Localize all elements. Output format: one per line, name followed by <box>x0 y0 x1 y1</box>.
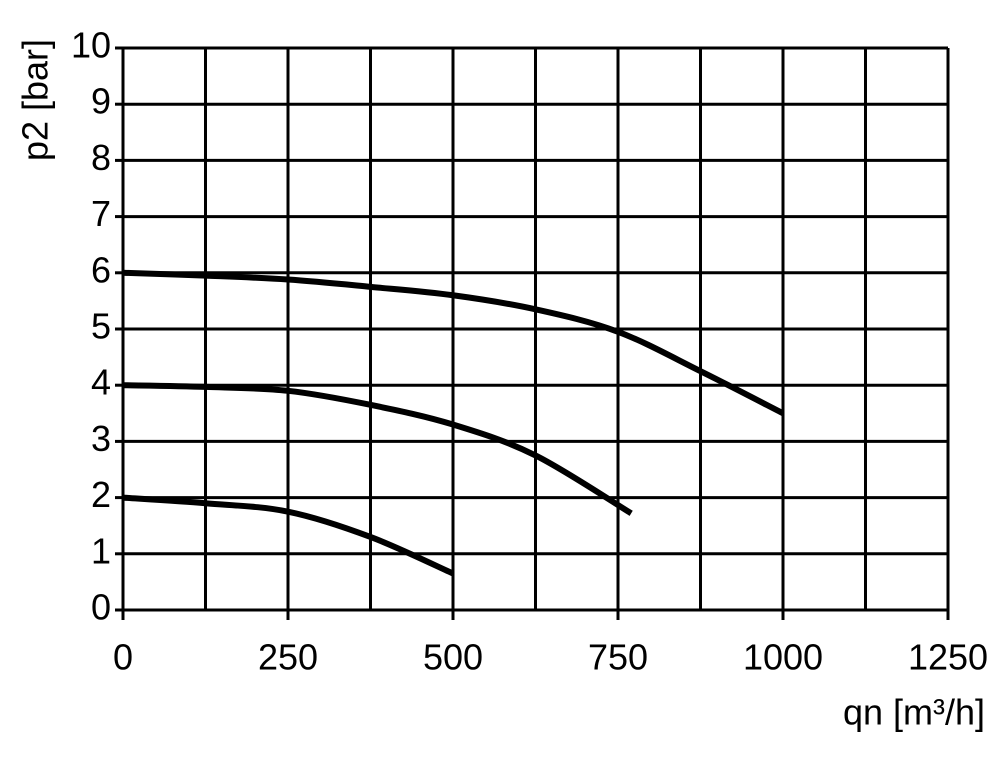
curve <box>122 382 633 516</box>
y-tick-label: 10 <box>71 25 111 66</box>
y-tick-label: 2 <box>91 474 111 515</box>
x-axis-label: qn [m³/h] <box>843 692 985 733</box>
x-tick-label: 750 <box>588 637 648 678</box>
y-tick-label: 6 <box>91 249 111 290</box>
y-tick-label: 9 <box>91 81 111 122</box>
curve <box>122 269 785 416</box>
y-tick-label: 7 <box>91 193 111 234</box>
y-tick-label: 0 <box>91 587 111 628</box>
x-tick-label: 500 <box>423 637 483 678</box>
curve <box>122 494 455 577</box>
y-tick-label: 8 <box>91 137 111 178</box>
y-tick-label: 1 <box>91 530 111 571</box>
y-tick-label: 3 <box>91 418 111 459</box>
x-tick-label: 250 <box>258 637 318 678</box>
x-tick-label: 0 <box>113 637 133 678</box>
y-tick-label: 4 <box>91 362 111 403</box>
x-tick-label: 1000 <box>743 637 823 678</box>
y-tick-label: 5 <box>91 306 111 347</box>
y-axis-label: p2 [bar] <box>15 39 56 161</box>
x-tick-label: 1250 <box>908 637 988 678</box>
